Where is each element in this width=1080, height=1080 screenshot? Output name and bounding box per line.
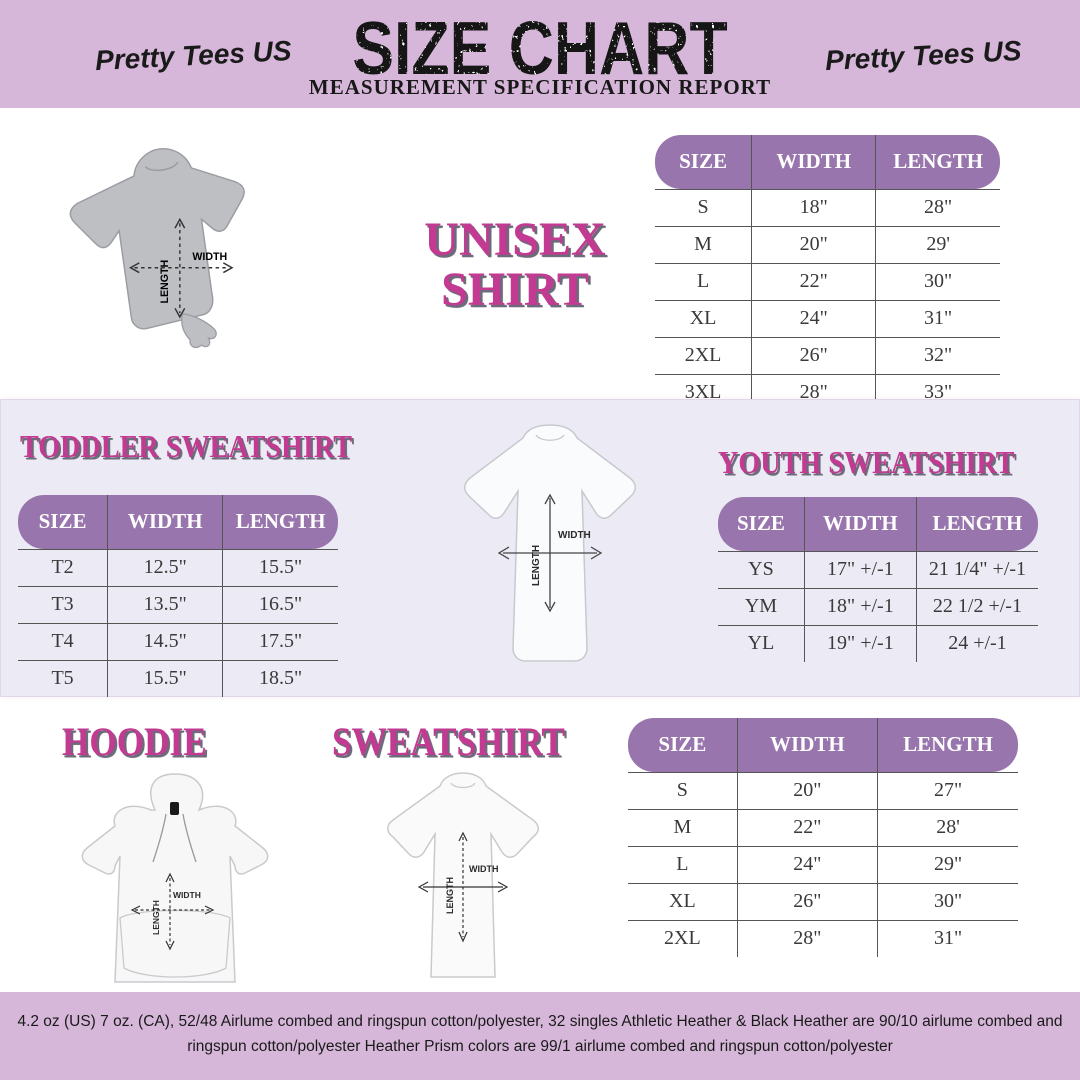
svg-text:WIDTH: WIDTH <box>558 530 591 541</box>
svg-text:WIDTH: WIDTH <box>192 251 227 263</box>
svg-text:LENGTH: LENGTH <box>151 900 161 935</box>
svg-text:WIDTH: WIDTH <box>173 890 201 900</box>
svg-text:WIDTH: WIDTH <box>469 864 499 874</box>
svg-text:LENGTH: LENGTH <box>159 260 171 304</box>
svg-text:LENGTH: LENGTH <box>445 877 455 914</box>
svg-text:LENGTH: LENGTH <box>531 545 542 586</box>
